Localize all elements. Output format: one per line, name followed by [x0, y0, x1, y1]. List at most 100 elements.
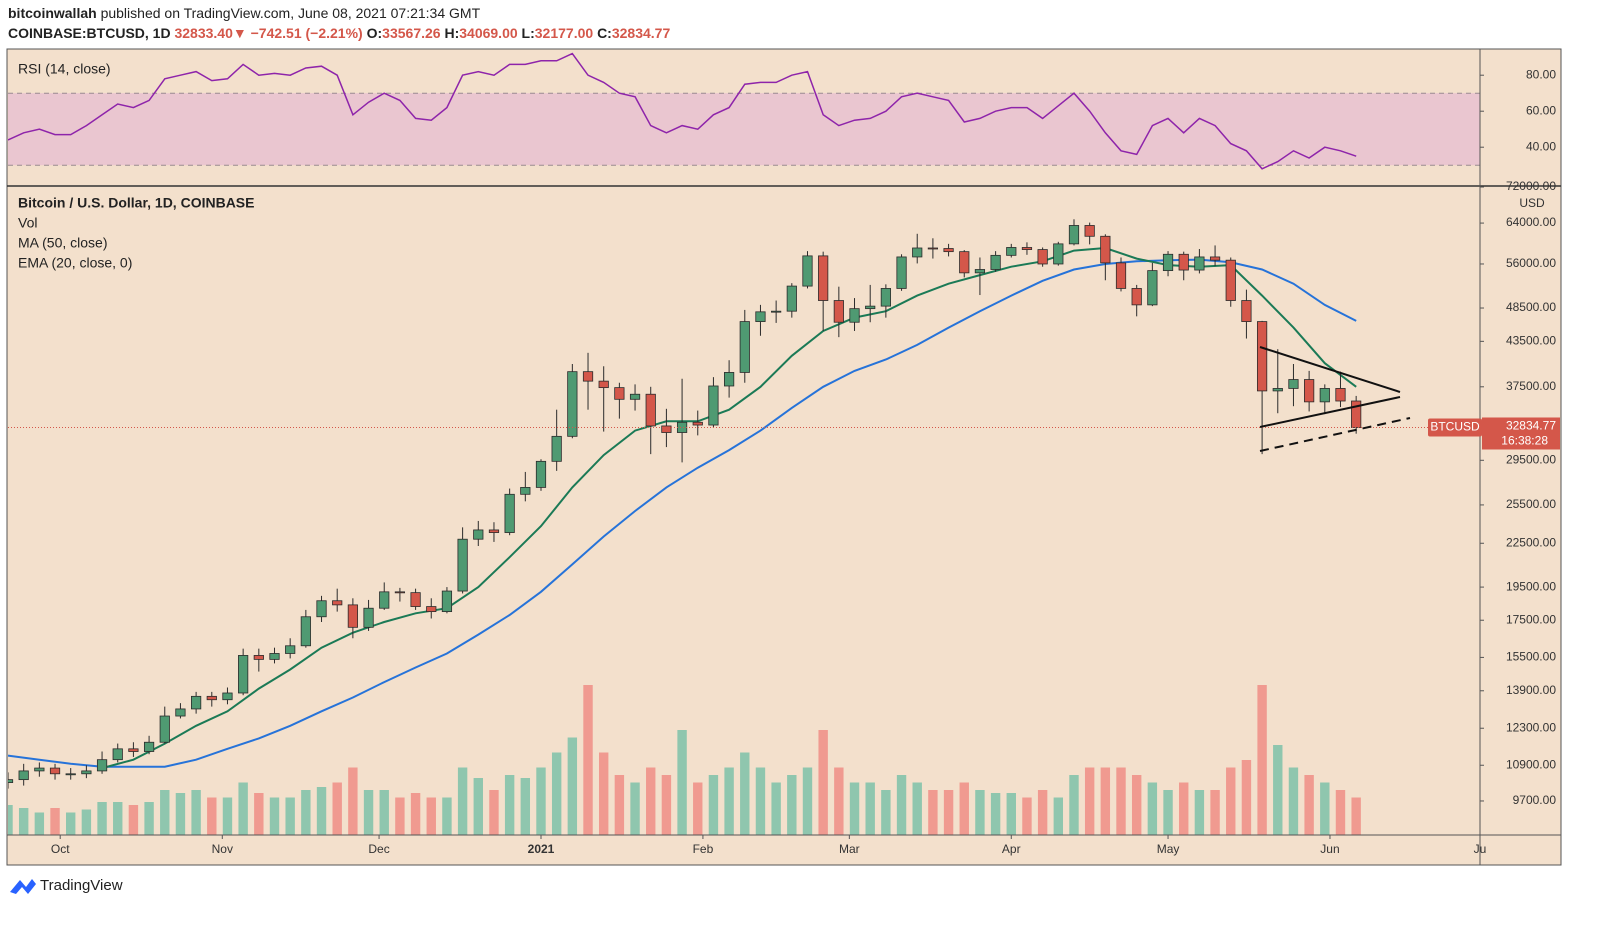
y-tick-label: 72000.00: [1506, 179, 1556, 193]
volume-bar: [646, 767, 656, 835]
candle-body: [473, 529, 484, 540]
price-title: Bitcoin / U.S. Dollar, 1D, COINBASE: [18, 195, 254, 211]
x-tick-label: Feb: [693, 842, 714, 856]
candle-body: [802, 255, 813, 287]
volume-bar: [254, 793, 264, 835]
candle-body: [441, 590, 453, 613]
volume-bar: [834, 767, 844, 835]
candle-body: [896, 256, 907, 289]
candle-body: [865, 305, 876, 310]
candle-body: [629, 393, 641, 400]
volume-bar: [677, 730, 687, 835]
volume-bar: [1116, 767, 1126, 835]
volume-bar: [1194, 790, 1205, 835]
volume-bar: [348, 767, 358, 835]
candle-body: [1319, 388, 1330, 403]
candle-body: [1115, 262, 1127, 289]
volume-bar: [708, 775, 719, 835]
symbol-box: [1428, 418, 1482, 437]
candle-body: [1037, 249, 1048, 265]
volume-bar: [1163, 790, 1173, 835]
volume-bar: [802, 767, 813, 835]
arrow: ▼: [233, 25, 247, 41]
candle-body: [410, 592, 421, 607]
volume-bar: [614, 775, 625, 835]
candle-body: [363, 607, 374, 628]
candle-body: [943, 248, 954, 253]
volume-bar: [881, 790, 891, 835]
candle-body: [1068, 225, 1080, 245]
volume-bar: [536, 767, 546, 835]
volume-bar: [1006, 793, 1016, 835]
volume-bar: [1037, 790, 1048, 835]
candle-body: [1288, 379, 1299, 389]
candle-body: [1162, 253, 1174, 272]
volume-bar: [395, 797, 405, 835]
volume-bar: [457, 767, 468, 835]
volume-bar: [34, 812, 45, 835]
x-tick-label: Oct: [51, 842, 70, 856]
x-tick-label: May: [1157, 842, 1180, 856]
volume-bar: [959, 782, 969, 835]
volume-bar: [755, 767, 766, 835]
trendline-upper: [1259, 346, 1401, 393]
volume-bar: [849, 782, 860, 835]
volume-bar: [693, 782, 703, 835]
volume-bar: [630, 782, 640, 835]
currency: USD: [1519, 196, 1545, 210]
rsi-tick-label: 40.00: [1526, 139, 1556, 153]
candle-body: [1241, 300, 1252, 322]
candle-body: [49, 767, 61, 775]
volume-bar: [332, 782, 342, 835]
volume-bar: [1084, 767, 1095, 835]
volume-bar: [426, 797, 436, 835]
volume-bar: [489, 790, 499, 835]
volume-bar: [504, 775, 515, 835]
volume-bar: [740, 752, 750, 835]
volume-bar: [912, 782, 922, 835]
volume-bar: [160, 790, 170, 835]
candle-body: [159, 715, 170, 743]
candle-body: [959, 251, 970, 274]
volume-bar: [18, 808, 29, 835]
y-tick-label: 12300.00: [1506, 720, 1556, 734]
symbol-label: BTCUSD: [1430, 420, 1480, 434]
logo-icon: [10, 879, 36, 894]
x-tick-label: Apr: [1002, 842, 1021, 856]
volume-bar: [1100, 767, 1111, 835]
volume-bar: [191, 790, 201, 835]
candle-body: [426, 606, 437, 613]
volume-bar: [238, 782, 248, 835]
y-tick-label: 56000.00: [1506, 256, 1556, 270]
candle-body: [724, 372, 735, 387]
candle-body: [755, 311, 766, 322]
volume-bar: [66, 812, 76, 835]
volume-bar: [379, 790, 389, 835]
price: 32833.40: [174, 25, 233, 41]
footer: TradingView: [40, 877, 123, 894]
candle-body: [1006, 247, 1017, 256]
candle-body: [739, 321, 750, 373]
header-line-2: COINBASE:BTCUSD, 1D 32833.40▼ −742.51 (−…: [8, 25, 670, 41]
trendline-lower: [1259, 396, 1401, 428]
volume-bar: [1320, 782, 1330, 835]
price-box: [1482, 417, 1560, 450]
x-tick-label: Nov: [212, 842, 233, 856]
volume-bar: [410, 793, 421, 835]
volume-bar: [1210, 790, 1220, 835]
volume-bar: [97, 802, 107, 835]
candle-body: [253, 655, 264, 660]
candle-body: [34, 767, 45, 772]
volume-bar: [8, 805, 13, 835]
candle-body: [833, 300, 844, 323]
candle-body: [818, 255, 829, 301]
volume-bar: [269, 797, 280, 835]
volume-bar: [363, 790, 374, 835]
volume-bar: [81, 809, 92, 835]
candle-body: [504, 493, 515, 533]
y-tick-label: 25500.00: [1506, 497, 1556, 511]
volume-bar: [787, 775, 797, 835]
candle-body: [1225, 259, 1236, 301]
candle-body: [269, 653, 280, 660]
